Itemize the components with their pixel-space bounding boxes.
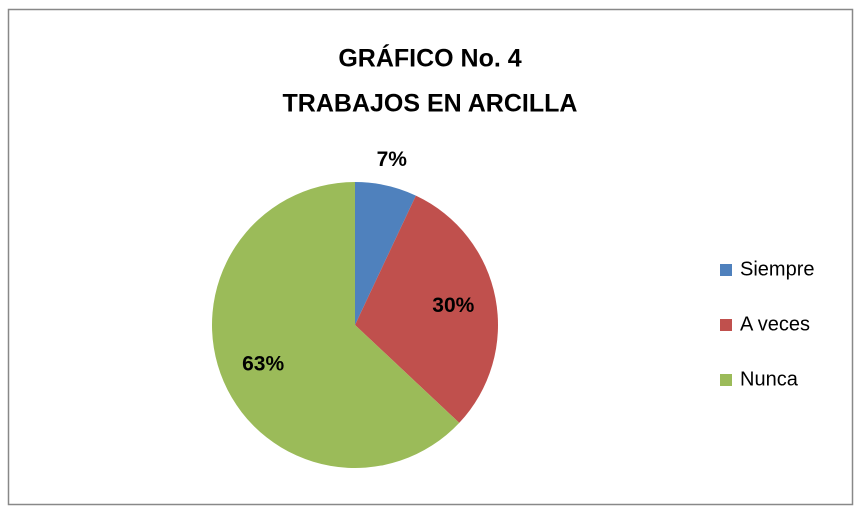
legend-label: Siempre (740, 258, 814, 280)
legend-swatch (720, 264, 732, 276)
legend-swatch (720, 374, 732, 386)
legend-label: A veces (740, 313, 810, 335)
chart-title: GRÁFICO No. 4 (338, 44, 521, 73)
data-label: 63% (242, 352, 284, 375)
legend-swatch (720, 319, 732, 331)
data-label: 7% (377, 148, 408, 171)
pie-slice (355, 182, 416, 325)
legend-label: Nunca (740, 368, 799, 390)
pie-slice (211, 182, 460, 468)
pie-slice (355, 195, 498, 423)
chart-title: TRABAJOS EN ARCILLA (283, 90, 578, 118)
data-label: 30% (432, 294, 474, 317)
